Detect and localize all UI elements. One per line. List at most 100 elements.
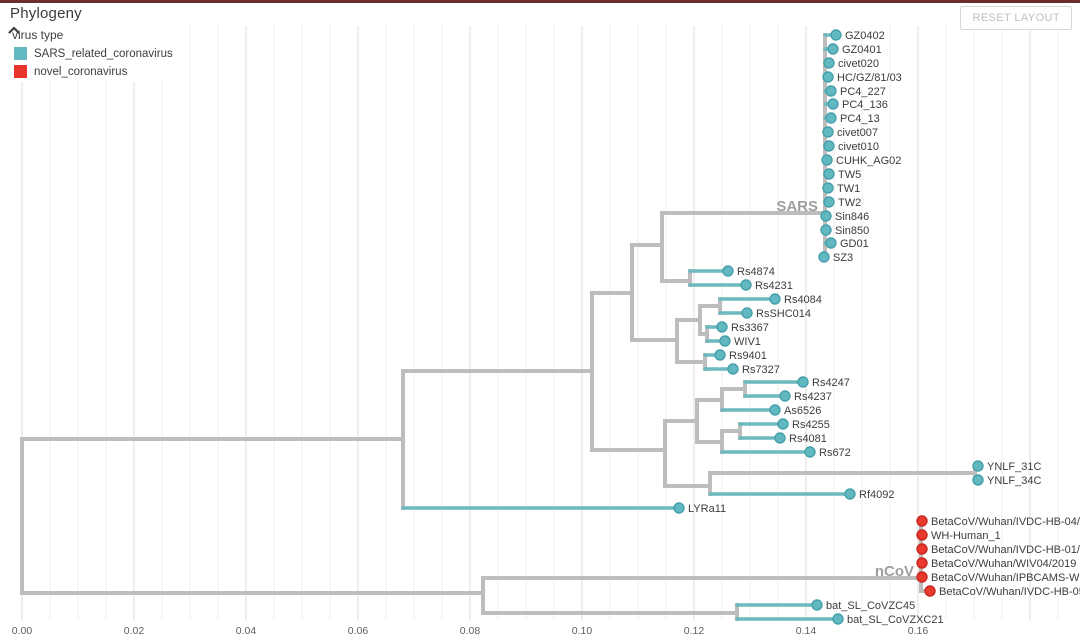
tree-leaf-label: BetaCoV/Wuhan/IPBCAMS-WH-01/2 <box>931 572 1080 584</box>
tree-leaf-node[interactable] <box>844 488 856 500</box>
tree-leaf-label: LYRa11 <box>688 503 726 515</box>
tree-leaf-label: SZ3 <box>833 252 853 264</box>
tree-leaf-label: RsSHC014 <box>756 308 811 320</box>
tree-leaf-node[interactable] <box>818 251 830 263</box>
tree-leaf-node[interactable] <box>916 529 928 541</box>
axis-tick-label: 0.16 <box>908 625 929 637</box>
tree-leaf-label: GD01 <box>840 238 869 250</box>
tree-leaf-label: BetaCoV/Wuhan/IVDC-HB-01/2019 <box>931 544 1080 556</box>
tree-leaf-node[interactable] <box>727 363 739 375</box>
tree-leaf-node[interactable] <box>822 182 834 194</box>
tree-leaf-node[interactable] <box>823 57 835 69</box>
tree-leaf-node[interactable] <box>740 279 752 291</box>
novel-coronavirus-color-swatch <box>14 65 27 78</box>
tree-leaf-label: bat_SL_CoVZC45 <box>826 600 915 612</box>
tree-leaf-label: CUHK_AG02 <box>836 155 901 167</box>
tree-leaf-node[interactable] <box>916 571 928 583</box>
legend-item-label: SARS_related_coronavirus <box>34 47 173 60</box>
axis-tick-label: 0.06 <box>348 625 369 637</box>
tree-leaf-label: Rs4231 <box>755 280 793 292</box>
tree-leaf-node[interactable] <box>769 293 781 305</box>
tree-leaf-label: Rf4092 <box>859 489 894 501</box>
tree-leaf-label: civet020 <box>838 58 879 70</box>
tree-leaf-node[interactable] <box>722 265 734 277</box>
tree-leaf-node[interactable] <box>832 613 844 625</box>
tree-leaf-node[interactable] <box>777 418 789 430</box>
tree-leaf-node[interactable] <box>716 321 728 333</box>
tree-leaf-label: PC4_136 <box>842 99 888 111</box>
legend-item-label: novel_coronavirus <box>34 65 128 78</box>
tree-leaf-node[interactable] <box>822 71 834 83</box>
tree-leaf-node[interactable] <box>821 154 833 166</box>
clade-label: nCoV <box>875 563 914 580</box>
tree-leaf-node[interactable] <box>825 112 837 124</box>
tree-leaf-label: Sin846 <box>835 211 869 223</box>
tree-leaf-label: BetaCoV/Wuhan/IVDC-HB-05/2019 <box>939 586 1080 598</box>
tree-leaf-label: PC4_227 <box>840 86 886 98</box>
tree-leaf-node[interactable] <box>820 224 832 236</box>
tree-leaf-label: Sin850 <box>835 225 869 237</box>
tree-leaf-node[interactable] <box>827 98 839 110</box>
tree-leaf-label: WH-Human_1 <box>931 530 1001 542</box>
top-accent-bar <box>0 0 1080 3</box>
tree-leaf-label: Rs4081 <box>789 433 827 445</box>
tree-leaf-node[interactable] <box>811 599 823 611</box>
tree-leaf-label: Rs4255 <box>792 419 830 431</box>
tree-leaf-label: WIV1 <box>734 336 761 348</box>
tree-leaf-node[interactable] <box>916 515 928 527</box>
tree-leaf-node[interactable] <box>827 43 839 55</box>
tree-leaf-label: TW2 <box>838 197 861 209</box>
tree-leaf-label: Rs3367 <box>731 322 769 334</box>
tree-leaf-node[interactable] <box>673 502 685 514</box>
axis-tick-label: 0.12 <box>684 625 705 637</box>
axis-tick-label: 0.08 <box>460 625 481 637</box>
page-title: Phylogeny <box>10 5 82 22</box>
legend-item-sars-related[interactable]: SARS_related_coronavirus <box>14 47 173 60</box>
tree-leaf-node[interactable] <box>823 168 835 180</box>
tree-leaf-node[interactable] <box>972 460 984 472</box>
tree-leaf-label: Rs7327 <box>742 364 780 376</box>
tree-leaf-node[interactable] <box>797 376 809 388</box>
axis-tick-label: 0.10 <box>572 625 593 637</box>
tree-leaf-label: YNLF_34C <box>987 475 1041 487</box>
tree-leaf-node[interactable] <box>769 404 781 416</box>
tree-leaf-node[interactable] <box>774 432 786 444</box>
legend-item-novel-coronavirus[interactable]: novel_coronavirus <box>14 65 173 78</box>
tree-leaf-node[interactable] <box>804 446 816 458</box>
legend-title: virus type <box>12 28 64 42</box>
tree-leaf-label: GZ0402 <box>845 30 885 42</box>
tree-leaf-label: Rs4237 <box>794 391 832 403</box>
tree-leaf-node[interactable] <box>822 126 834 138</box>
tree-leaf-node[interactable] <box>972 474 984 486</box>
tree-leaf-label: Rs4247 <box>812 377 850 389</box>
tree-leaf-label: HC/GZ/81/03 <box>837 72 902 84</box>
tree-leaf-label: As6526 <box>784 405 821 417</box>
tree-leaf-node[interactable] <box>823 140 835 152</box>
axis-tick-label: 0.02 <box>124 625 145 637</box>
tree-leaf-node[interactable] <box>820 210 832 222</box>
tree-leaf-label: Rs672 <box>819 447 851 459</box>
reset-layout-button[interactable]: RESET LAYOUT <box>960 6 1072 30</box>
tree-leaf-node[interactable] <box>916 543 928 555</box>
tree-leaf-label: Rs4084 <box>784 294 822 306</box>
tree-leaf-label: BetaCoV/Wuhan/WIV04/2019 <box>931 558 1076 570</box>
tree-leaf-node[interactable] <box>830 29 842 41</box>
clade-label: SARS <box>776 198 818 215</box>
tree-leaf-node[interactable] <box>741 307 753 319</box>
tree-leaf-node[interactable] <box>719 335 731 347</box>
axis-tick-label: 0.00 <box>12 625 33 637</box>
chevron-up-icon[interactable] <box>8 26 89 39</box>
tree-leaf-node[interactable] <box>924 585 936 597</box>
tree-leaf-node[interactable] <box>825 85 837 97</box>
tree-leaf-node[interactable] <box>714 349 726 361</box>
tree-leaf-label: bat_SL_CoVZXC21 <box>847 614 944 626</box>
tree-leaf-node[interactable] <box>916 557 928 569</box>
tree-leaf-label: civet007 <box>837 127 878 139</box>
tree-leaf-node[interactable] <box>823 196 835 208</box>
tree-leaf-label: GZ0401 <box>842 44 882 56</box>
tree-leaf-label: Rs9401 <box>729 350 767 362</box>
tree-leaf-node[interactable] <box>779 390 791 402</box>
tree-leaf-node[interactable] <box>825 237 837 249</box>
